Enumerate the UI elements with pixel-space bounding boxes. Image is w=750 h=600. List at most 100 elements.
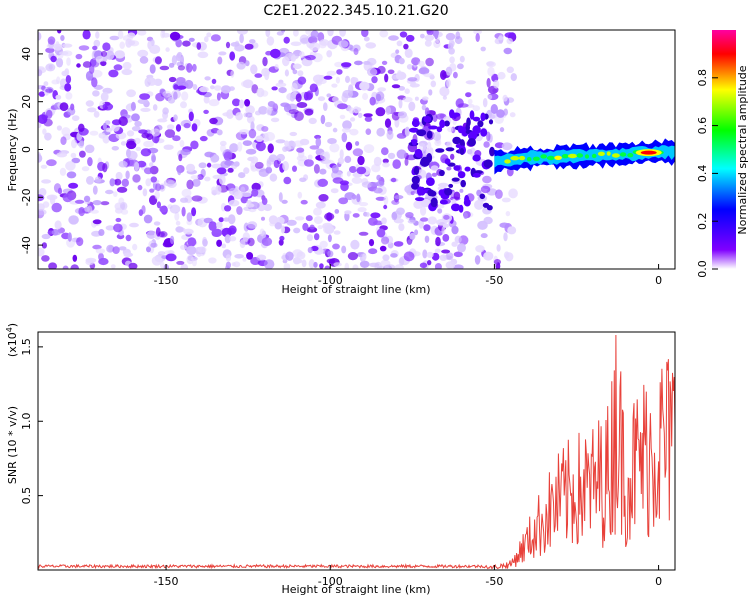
noise-blob	[295, 216, 305, 221]
noise-blob	[359, 81, 370, 91]
noise-blob	[180, 149, 191, 156]
noise-blob	[376, 265, 385, 269]
transition-blob	[453, 165, 461, 171]
noise-blob	[240, 196, 248, 204]
noise-blob	[352, 264, 359, 269]
noise-blob	[364, 116, 373, 122]
noise-blob	[204, 36, 209, 43]
noise-blob	[206, 32, 212, 38]
noise-blob	[76, 237, 84, 247]
noise-blob	[282, 56, 290, 67]
snr-series-line	[38, 334, 675, 570]
noise-blob	[327, 138, 337, 145]
noise-blob	[180, 244, 187, 250]
noise-blob	[320, 151, 329, 161]
noise-blob	[385, 264, 396, 269]
noise-blob	[332, 243, 340, 250]
transition-blob	[439, 169, 445, 177]
noise-blob	[434, 30, 439, 40]
noise-blob	[398, 98, 403, 109]
transition-blob	[472, 125, 481, 135]
noise-blob	[224, 205, 232, 212]
snr-panel: -150 -100 -50 0 0.5 1.0 1.5 Height of straigh…	[5, 323, 676, 596]
noise-blob	[38, 154, 43, 163]
noise-blob	[503, 47, 513, 55]
noise-blob	[392, 159, 402, 170]
noise-blob	[302, 222, 309, 231]
noise-blob	[60, 35, 65, 41]
noise-blob	[419, 262, 428, 269]
noise-blob	[437, 208, 443, 214]
noise-blob	[242, 79, 254, 89]
noise-blob	[327, 234, 332, 243]
noise-blob	[204, 76, 211, 81]
noise-blob	[92, 90, 100, 97]
noise-blob	[451, 241, 458, 247]
transition-blob	[486, 205, 493, 211]
noise-blob	[174, 212, 180, 221]
noise-blob	[480, 46, 486, 52]
noise-blob	[425, 57, 434, 67]
noise-blob	[242, 140, 253, 147]
noise-blob	[76, 63, 81, 68]
noise-blob	[369, 96, 376, 106]
noise-blob	[146, 246, 151, 253]
noise-blob	[233, 191, 243, 200]
noise-blob	[248, 128, 257, 139]
noise-blob	[118, 116, 128, 127]
top-y-axis: -40 -20 0 20 40	[20, 47, 43, 254]
noise-blob	[254, 161, 264, 169]
noise-blob	[291, 82, 298, 93]
noise-blob	[251, 84, 259, 94]
noise-blob	[75, 53, 83, 60]
noise-blob	[352, 148, 364, 157]
transition-blob	[452, 136, 462, 145]
signal-spot	[510, 156, 520, 161]
noise-blob	[315, 201, 326, 209]
signal-spot	[532, 156, 540, 161]
noise-blob	[126, 140, 137, 150]
noise-blob	[341, 132, 348, 143]
noise-blob	[38, 203, 45, 211]
noise-blob	[165, 253, 177, 262]
noise-blob	[173, 84, 179, 90]
noise-blob	[128, 40, 136, 46]
noise-blob	[38, 114, 48, 124]
noise-blob	[365, 128, 372, 135]
noise-blob	[273, 159, 280, 169]
noise-blob	[180, 101, 187, 109]
noise-blob	[120, 141, 127, 146]
noise-blob	[62, 43, 73, 48]
noise-blob	[317, 225, 323, 230]
top-y-tick-label: 20	[20, 95, 33, 109]
noise-blob	[368, 262, 380, 268]
noise-blob	[404, 157, 409, 166]
noise-blob	[115, 217, 122, 223]
noise-blob	[100, 60, 107, 67]
noise-blob	[284, 140, 290, 147]
noise-blob	[341, 92, 349, 103]
noise-blob	[324, 225, 335, 234]
noise-blob	[162, 90, 172, 98]
noise-blob	[208, 221, 217, 232]
noise-blob	[289, 93, 295, 102]
noise-blob	[70, 103, 75, 111]
noise-blob	[79, 150, 86, 158]
noise-blob	[154, 190, 160, 200]
noise-blob	[445, 32, 456, 41]
noise-blob	[420, 33, 425, 39]
noise-blob	[186, 245, 197, 255]
noise-blob	[379, 245, 387, 252]
colorbar-gradient	[712, 30, 736, 269]
noise-blob	[211, 78, 217, 84]
noise-blob	[483, 141, 490, 148]
noise-blob	[297, 191, 303, 199]
noise-blob	[327, 30, 334, 37]
noise-blob	[384, 73, 389, 83]
top-y-tick-label: -40	[20, 236, 33, 254]
noise-blob	[131, 173, 141, 184]
noise-blob	[192, 63, 197, 72]
noise-blob	[137, 49, 149, 58]
noise-blob	[344, 262, 350, 269]
noise-blob	[245, 148, 257, 155]
